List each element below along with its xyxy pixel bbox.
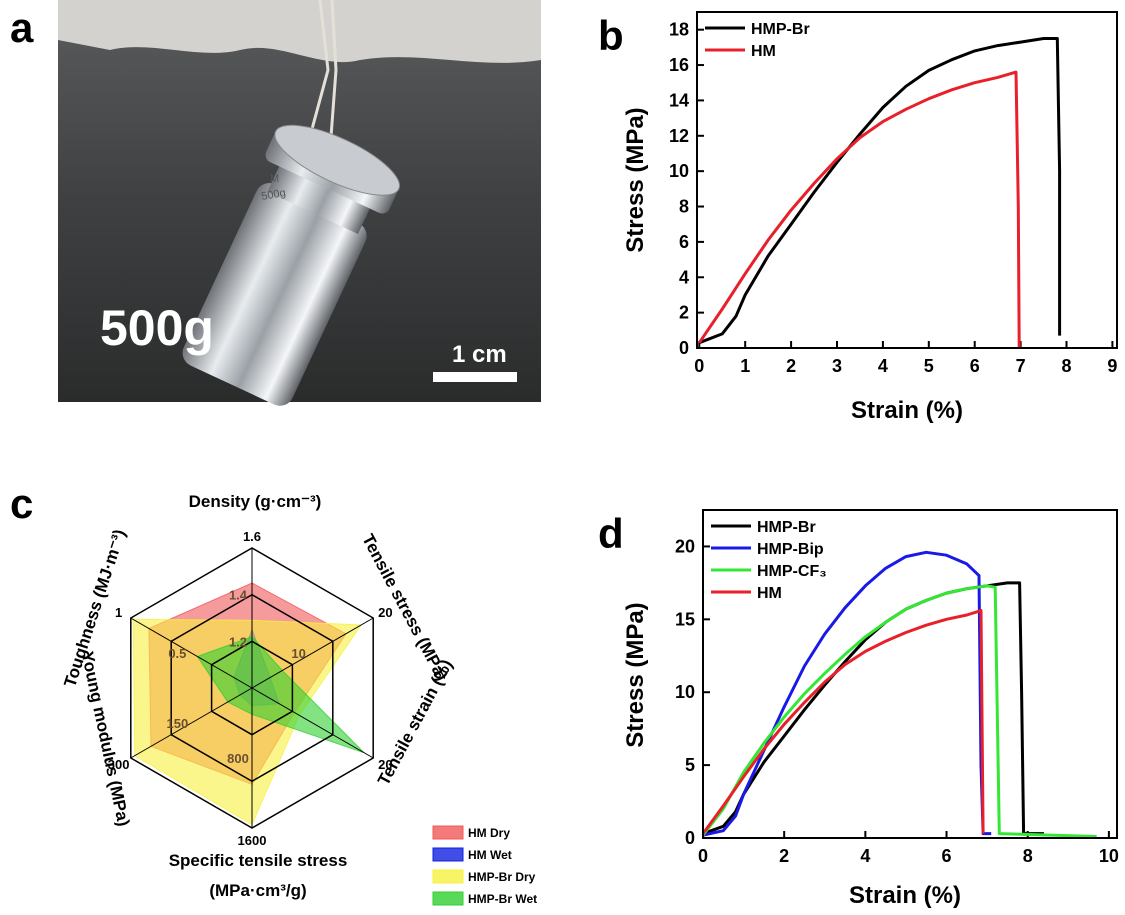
x-tick-label: 10 [1099,846,1119,866]
y-tick-label: 12 [669,126,689,146]
x-tick-label: 8 [1062,356,1072,376]
legend-label: HMP-Bip [757,541,824,558]
x-tick-label: 2 [779,846,789,866]
radar-spoke [251,617,374,689]
legend-swatch [432,847,464,862]
legend-label: HMP-Br Wet [468,892,537,906]
x-tick-label: 0 [694,356,704,376]
legend-label: HMP-CF₃ [757,563,827,580]
photo: M 500g 500g 1 cm [58,0,541,406]
series-line [702,550,992,837]
panel-label: b [598,12,624,59]
legend-swatch [432,825,464,840]
series-line [698,70,1021,349]
radar-tick-label: 20 [378,757,392,772]
radar-spoke [130,687,253,759]
series-line [698,37,1062,345]
radar-tick-label: 1 [115,605,122,620]
legend-label: HM [757,585,782,602]
y-tick-label: 5 [685,755,695,775]
y-tick-label: 0 [679,338,689,358]
radar-axis-title: Density (g·cm⁻³) [189,492,322,511]
x-tick-label: 2 [786,356,796,376]
y-tick-label: 0 [685,828,695,848]
x-axis-title: Strain (%) [849,882,961,909]
series-line [702,581,1044,836]
scale-bar [433,372,517,382]
legend-label: HMP-Br Dry [468,870,536,884]
radar-tick-label: 150 [167,716,189,731]
x-tick-label: 9 [1107,356,1117,376]
weight [182,124,401,406]
x-tick-label: 5 [924,356,934,376]
radar-tick-label: 20 [378,605,392,620]
x-tick-label: 1 [740,356,750,376]
legend-label: HMP-Br [751,21,810,38]
radar-tick-label: 800 [227,751,249,766]
y-tick-label: 10 [675,682,695,702]
y-tick-label: 2 [679,303,689,323]
string [303,0,338,156]
radar-axis-title: Young modulus (MPa) [78,650,134,828]
y-tick-label: 8 [679,197,689,217]
legend-label: HM [751,43,776,60]
photo-caption: 500g [100,300,214,356]
radar-tick-label: 10 [291,646,305,661]
panel-label: d [598,510,624,557]
weight-mark: 500g [260,187,286,203]
scale-bar-label: 1 cm [452,341,507,368]
legend-swatch [432,869,464,884]
y-tick-label: 20 [675,536,695,556]
radar-tick-label: 300 [108,757,130,772]
radar-axis-title: Tensile strain (%) [374,656,456,788]
series-line [701,609,985,835]
legend-label: HM Dry [468,826,510,840]
x-tick-label: 4 [860,846,870,866]
radar-tick-label: 1600 [238,833,267,848]
radar-axis-title: (MPa·cm³/g) [209,881,306,900]
x-tick-label: 4 [878,356,888,376]
plot-frame [702,509,1118,839]
radar-tick-label: 1.6 [243,529,261,544]
legend-label: HMP-Br [757,519,816,536]
x-tick-label: 7 [1016,356,1026,376]
panel-label: c [10,480,33,527]
radar-axis-title: Specific tensile stress [169,851,348,870]
x-tick-label: 6 [970,356,980,376]
x-tick-label: 6 [942,846,952,866]
panel-label: a [10,4,34,51]
legend-swatch [432,891,464,906]
radar-tick-label: 0.5 [168,646,186,661]
radar-spoke [251,687,374,759]
x-axis-title: Strain (%) [851,397,963,424]
y-axis-title: Stress (MPa) [622,602,649,747]
weight-mark: M [270,173,279,185]
legend-label: HM Wet [468,848,512,862]
y-tick-label: 16 [669,55,689,75]
y-tick-label: 18 [669,20,689,40]
y-tick-label: 15 [675,609,695,629]
y-axis-title: Stress (MPa) [622,107,649,252]
glove [58,0,541,63]
y-tick-label: 6 [679,232,689,252]
plot-frame [696,11,1118,349]
y-tick-label: 10 [669,161,689,181]
x-tick-label: 8 [1023,846,1033,866]
x-tick-label: 3 [832,356,842,376]
radar-tick-label: 1.2 [229,634,247,649]
x-tick-label: 0 [698,846,708,866]
radar-tick-label: 1.4 [229,588,248,603]
series-line [701,584,1097,838]
radar-spoke [130,617,253,689]
y-tick-label: 14 [669,90,689,110]
y-tick-label: 4 [679,267,689,287]
